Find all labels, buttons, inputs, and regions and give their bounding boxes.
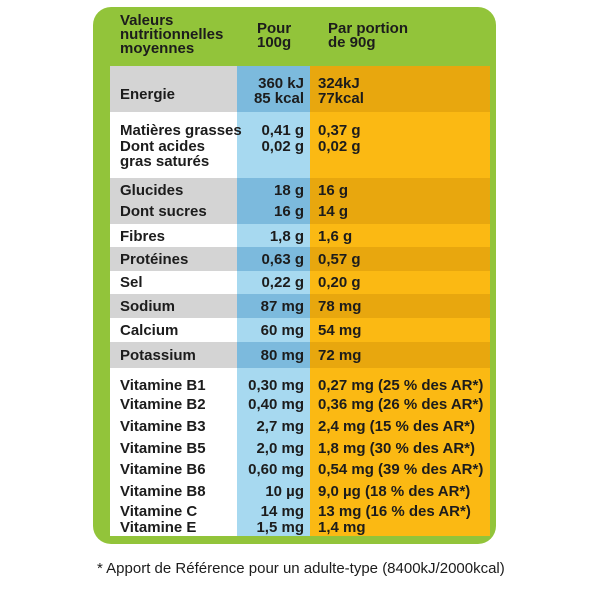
value-per100-vitamine-b8: 10 µg <box>265 483 304 500</box>
value-per100-vitamine-e: 1,5 mg <box>256 519 304 536</box>
row-label-sodium: Sodium <box>120 298 175 315</box>
value-portion-sel: 0,20 g <box>318 274 361 291</box>
value-portion-vitamine-b2: 0,36 mg (26 % des AR*) <box>318 396 484 413</box>
value-per100-sel: 0,22 g <box>261 274 304 291</box>
row-band <box>110 294 237 318</box>
nutrition-table <box>110 66 490 536</box>
row-label-sucres: Dont sucres <box>120 203 207 220</box>
row-label-acides-gras: Dont acides gras saturés <box>120 138 210 170</box>
value-per100-proteines: 0,63 g <box>261 251 304 268</box>
row-label-energie: Energie <box>120 86 176 103</box>
row-label-vitamine-b1: Vitamine B1 <box>120 377 206 394</box>
row-label-glucides: Glucides <box>120 182 184 199</box>
value-portion-vitamine-e: 1,4 mg <box>318 519 366 536</box>
value-per100-glucides: 18 g <box>273 182 304 199</box>
header-portion: Par portion de 90g <box>328 20 409 51</box>
value-portion-vitamine-c: 13 mg (16 % des AR*) <box>318 503 471 520</box>
row-label-proteines: Protéines <box>120 251 189 268</box>
row-label-vitamine-b5: Vitamine B5 <box>120 440 206 457</box>
header-label: Valeurs nutritionnelles moyennes <box>120 12 224 57</box>
value-portion-vitamine-b5: 1,8 mg (30 % des AR*) <box>318 440 475 457</box>
row-label-vitamine-b6: Vitamine B6 <box>120 461 206 478</box>
row-band <box>310 294 490 318</box>
value-per100-vitamine-b2: 0,40 mg <box>248 396 304 413</box>
value-portion-sucres: 14 g <box>318 203 349 220</box>
row-label-fibres: Fibres <box>120 228 166 245</box>
footnote: * Apport de Référence pour un adulte-typ… <box>97 560 505 577</box>
row-label-vitamine-b3: Vitamine B3 <box>120 418 206 435</box>
row-label-matieres-grasses: Matières grasses <box>120 122 242 139</box>
row-label-vitamine-e: Vitamine E <box>120 519 197 536</box>
value-per100-sucres: 16 g <box>273 203 304 220</box>
value-per100-vitamine-c: 14 mg <box>260 503 304 520</box>
row-band <box>237 247 310 271</box>
value-portion-proteines: 0,57 g <box>318 251 361 268</box>
value-per100-potassium: 80 mg <box>260 347 304 364</box>
row-label-potassium: Potassium <box>120 347 196 364</box>
row-band <box>310 178 490 224</box>
row-label-calcium: Calcium <box>120 322 179 339</box>
row-band <box>237 66 310 112</box>
row-band <box>237 342 310 368</box>
value-per100-calcium: 60 mg <box>260 322 304 339</box>
value-portion-matieres-grasses: 0,37 g <box>318 122 361 139</box>
value-portion-acides-gras: 0,02 g <box>318 138 361 155</box>
value-per100-sodium: 87 mg <box>260 298 304 315</box>
row-band <box>110 178 237 224</box>
value-portion-vitamine-b1: 0,27 mg (25 % des AR*) <box>318 377 484 394</box>
value-per100-energie: 360 kJ 85 kcal <box>253 75 304 107</box>
value-portion-fibres: 1,6 g <box>318 228 353 245</box>
value-portion-vitamine-b6: 0,54 mg (39 % des AR*) <box>318 461 484 478</box>
value-per100-acides-gras: 0,02 g <box>261 138 304 155</box>
value-per100-vitamine-b6: 0,60 mg <box>248 461 304 478</box>
row-band <box>310 66 490 112</box>
row-label-sel: Sel <box>120 274 143 291</box>
value-portion-vitamine-b8: 9,0 µg (18 % des AR*) <box>318 483 471 500</box>
row-label-vitamine-b8: Vitamine B8 <box>120 483 206 500</box>
row-band <box>110 342 237 368</box>
value-portion-calcium: 54 mg <box>318 322 362 339</box>
value-per100-matieres-grasses: 0,41 g <box>261 122 304 139</box>
row-band <box>237 178 310 224</box>
row-label-vitamine-c: Vitamine C <box>120 503 198 520</box>
row-label-vitamine-b2: Vitamine B2 <box>120 396 206 413</box>
row-band <box>237 294 310 318</box>
value-per100-vitamine-b5: 2,0 mg <box>256 440 304 457</box>
value-portion-potassium: 72 mg <box>318 347 362 364</box>
value-portion-sodium: 78 mg <box>318 298 362 315</box>
value-portion-energie: 324kJ 77kcal <box>318 75 364 107</box>
row-band <box>310 342 490 368</box>
value-per100-vitamine-b3: 2,7 mg <box>256 418 304 435</box>
header-per100: Pour 100g <box>257 20 292 51</box>
value-portion-vitamine-b3: 2,4 mg (15 % des AR*) <box>318 418 475 435</box>
value-per100-fibres: 1,8 g <box>269 228 304 245</box>
row-band <box>110 247 237 271</box>
row-band <box>110 66 237 112</box>
row-band <box>310 247 490 271</box>
value-per100-vitamine-b1: 0,30 mg <box>248 377 304 394</box>
value-portion-glucides: 16 g <box>318 182 349 199</box>
